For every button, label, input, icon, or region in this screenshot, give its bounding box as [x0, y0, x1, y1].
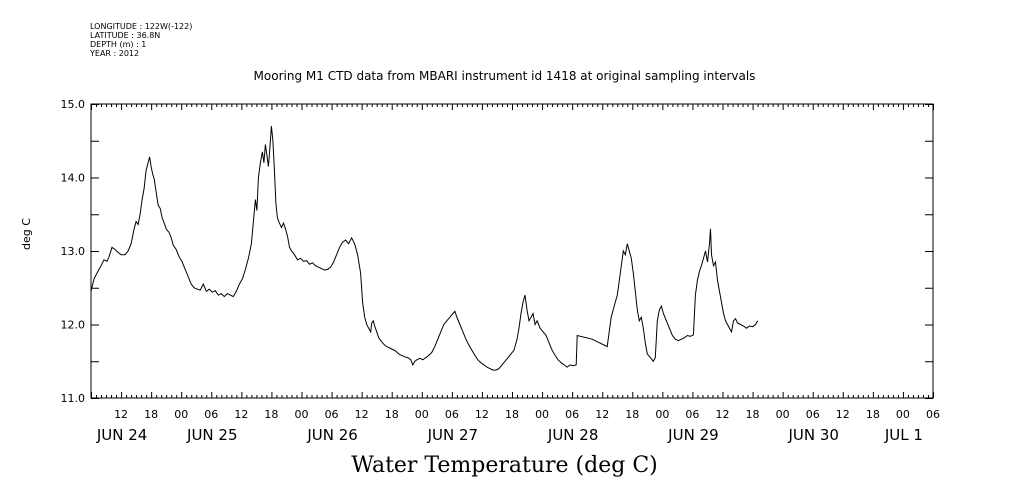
x-tick-label: 06	[806, 408, 820, 421]
y-tick-label: 12.0	[61, 319, 86, 332]
x-tick-label: 00	[896, 408, 910, 421]
y-tick-label: 11.0	[61, 392, 86, 405]
x-tick-label: 12	[595, 408, 609, 421]
x-tick-label: 18	[385, 408, 399, 421]
metadata-block: LONGITUDE : 122W(-122) LATITUDE : 36.8N …	[90, 22, 192, 58]
x-tick-label: 00	[655, 408, 669, 421]
x-tick-label: 12	[114, 408, 128, 421]
x-day-label: JUN 26	[306, 426, 357, 444]
x-axis-label: Water Temperature (deg C)	[351, 453, 658, 478]
x-tick-label: 12	[836, 408, 850, 421]
x-tick-label: 06	[565, 408, 579, 421]
x-tick-label: 00	[174, 408, 188, 421]
x-tick-label: 18	[746, 408, 760, 421]
axis-ticks	[91, 104, 934, 399]
x-day-label: JUN 25	[186, 426, 237, 444]
series-line	[90, 126, 759, 371]
x-tick-label: 06	[325, 408, 339, 421]
x-tick-label: 12	[355, 408, 369, 421]
y-tick-label: 14.0	[61, 172, 86, 185]
x-tick-label: 06	[926, 408, 940, 421]
y-tick-label: 15.0	[61, 98, 86, 111]
x-tick-label: 18	[144, 408, 158, 421]
x-day-label: JUN 30	[787, 426, 838, 444]
x-tick-label: 12	[234, 408, 248, 421]
x-day-label: JUN 29	[667, 426, 718, 444]
plot-frame	[90, 103, 934, 399]
x-tick-label: 06	[685, 408, 699, 421]
x-tick-label: 00	[776, 408, 790, 421]
x-day-label: JUN 27	[427, 426, 478, 444]
x-tick-label: 18	[264, 408, 278, 421]
x-tick-label: 00	[535, 408, 549, 421]
longitude-label: LONGITUDE : 122W(-122)	[90, 22, 193, 31]
x-day-label: JUL 1	[884, 426, 923, 444]
x-tick-label: 06	[445, 408, 459, 421]
year-label: YEAR : 2012	[90, 49, 140, 58]
axis-tick-labels: 12 18 00 06 12 18 00 06 12 18 00 06 12 18 00 06 12 18 00 06…	[61, 98, 941, 444]
depth-label: DEPTH (m) : 1	[90, 40, 147, 49]
latitude-label: LATITUDE : 36.8N	[90, 31, 161, 40]
x-tick-label: 12	[716, 408, 730, 421]
x-tick-label: 00	[415, 408, 429, 421]
x-tick-label: 12	[475, 408, 489, 421]
x-tick-label: 00	[295, 408, 309, 421]
x-tick-label: 18	[866, 408, 880, 421]
x-tick-label: 18	[625, 408, 639, 421]
x-day-label: JUN 24	[96, 426, 147, 444]
chart-title: Mooring M1 CTD data from MBARI instrumen…	[253, 69, 756, 83]
x-tick-label: 06	[204, 408, 218, 421]
y-tick-label: 13.0	[61, 245, 86, 258]
x-tick-label: 18	[505, 408, 519, 421]
x-day-label: JUN 28	[547, 426, 598, 444]
